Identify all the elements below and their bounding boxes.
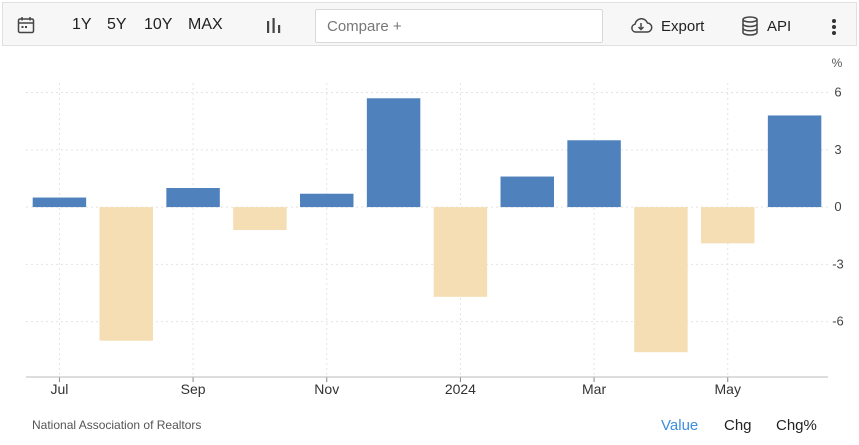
- y-tick-label: -3: [832, 256, 844, 271]
- bar-nov-2023[interactable]: [300, 193, 354, 208]
- range-max-button[interactable]: MAX: [188, 16, 223, 33]
- unit-label: %: [832, 56, 843, 70]
- y-tick-label: -6: [832, 314, 844, 329]
- bar-feb-2024[interactable]: [500, 176, 554, 208]
- bar-chart: 6 3 0 -3 -6 Jul Sep Nov 2024 Mar May%: [26, 56, 844, 397]
- bar-dec-2023[interactable]: [366, 98, 421, 208]
- range-5y-button[interactable]: 5Y: [107, 16, 127, 33]
- calendar-icon[interactable]: [17, 16, 35, 34]
- cloud-download-icon: [631, 18, 653, 33]
- x-tick-label: May: [715, 381, 741, 397]
- chart-toolbar: 1Y 5Y 10Y MAX Export API: [2, 2, 857, 46]
- y-tick-label: 0: [834, 199, 841, 214]
- bar-jan-2024[interactable]: [433, 207, 488, 297]
- export-label: Export: [661, 17, 705, 35]
- bar-chart-icon[interactable]: [265, 17, 283, 35]
- bar-jul-2023[interactable]: [32, 197, 87, 208]
- range-10y-button[interactable]: 10Y: [144, 16, 173, 33]
- y-tick-label: 3: [834, 142, 841, 157]
- api-button[interactable]: API: [741, 16, 791, 36]
- bar-aug-2023[interactable]: [99, 207, 153, 341]
- source-label: National Association of Realtors: [32, 418, 202, 432]
- mode-value-button[interactable]: Value: [661, 417, 699, 434]
- bar-oct-2023[interactable]: [233, 207, 287, 230]
- bar-sep-2023[interactable]: [166, 188, 220, 208]
- range-1y-button[interactable]: 1Y: [72, 16, 92, 33]
- x-tick-label: Nov: [314, 381, 339, 397]
- database-icon: [742, 16, 758, 36]
- chart-area: 6 3 0 -3 -6 Jul Sep Nov 2024 Mar May%: [0, 46, 859, 406]
- x-tick-label: 2024: [445, 381, 476, 397]
- export-button[interactable]: Export: [629, 16, 704, 36]
- compare-input[interactable]: [315, 9, 603, 43]
- bar-mar-2024[interactable]: [567, 140, 621, 208]
- bar-apr-2024[interactable]: [634, 207, 688, 353]
- bar-may-2024[interactable]: [701, 207, 755, 244]
- x-tick-label: Jul: [50, 381, 68, 397]
- y-tick-label: 6: [834, 85, 841, 100]
- more-vertical-icon[interactable]: [829, 17, 839, 37]
- mode-chgpct-button[interactable]: Chg%: [776, 417, 817, 434]
- x-tick-label: Mar: [582, 381, 606, 397]
- api-label: API: [767, 17, 792, 35]
- bar-jun-2024[interactable]: [767, 115, 822, 208]
- mode-chg-button[interactable]: Chg: [724, 417, 752, 434]
- x-tick-label: Sep: [181, 381, 206, 397]
